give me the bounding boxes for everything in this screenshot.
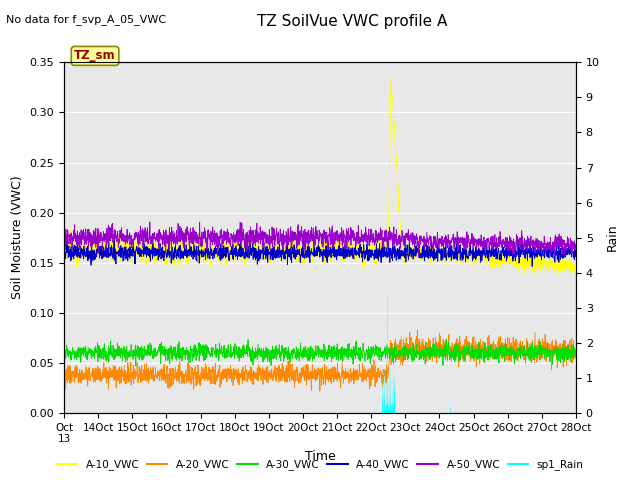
- Legend: A-10_VWC, A-20_VWC, A-30_VWC, A-40_VWC, A-50_VWC, sp1_Rain: A-10_VWC, A-20_VWC, A-30_VWC, A-40_VWC, …: [52, 455, 588, 474]
- Text: TZ_sm: TZ_sm: [74, 49, 116, 62]
- Text: No data for f_svp_A_05_VWC: No data for f_svp_A_05_VWC: [6, 14, 166, 25]
- Y-axis label: Rain: Rain: [605, 224, 618, 252]
- Text: TZ SoilVue VWC profile A: TZ SoilVue VWC profile A: [257, 14, 447, 29]
- Y-axis label: Soil Moisture (VWC): Soil Moisture (VWC): [11, 176, 24, 300]
- X-axis label: Time: Time: [305, 450, 335, 463]
